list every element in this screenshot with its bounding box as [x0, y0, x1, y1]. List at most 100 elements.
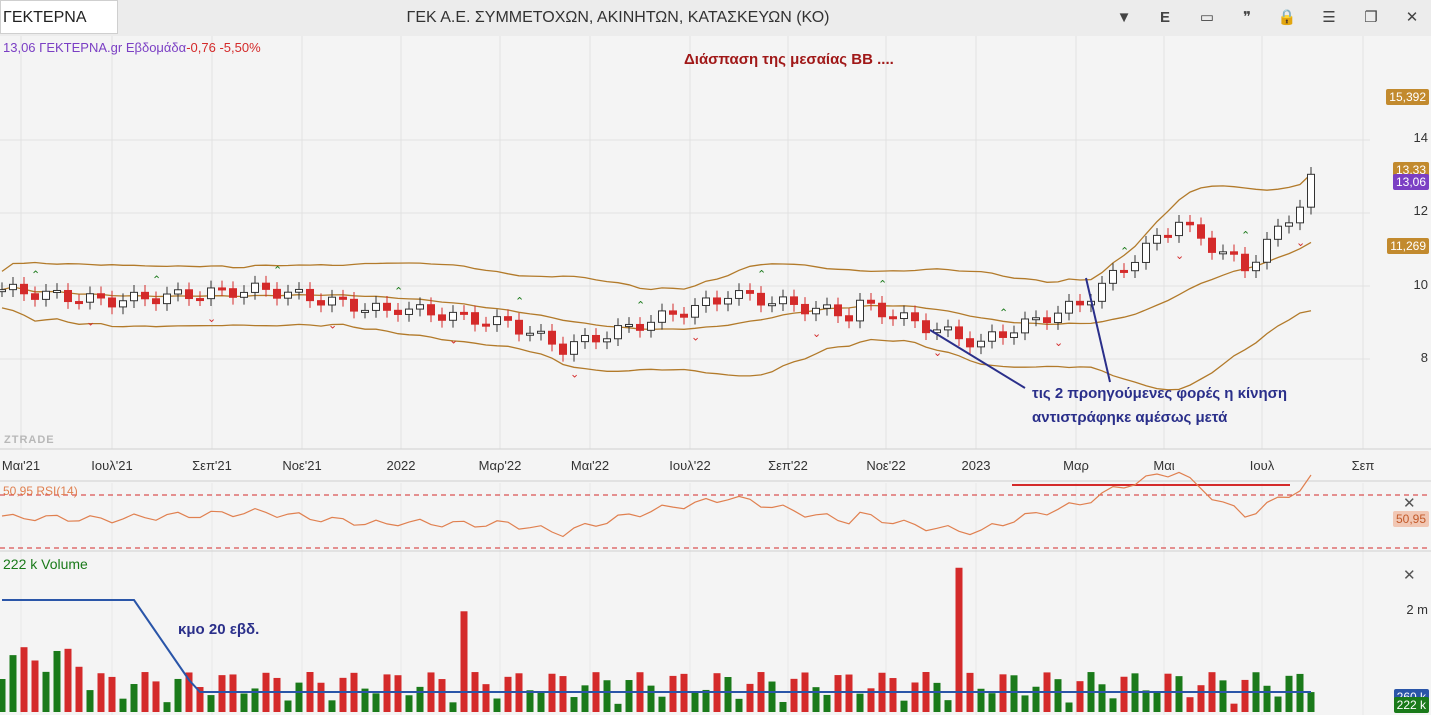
sell-signal-icon: ⌄	[207, 312, 216, 325]
volume-bar	[790, 678, 798, 712]
time-label: Μαι'21	[1, 458, 41, 473]
candle	[548, 330, 556, 345]
volume-bar	[361, 688, 369, 712]
candle	[702, 297, 710, 306]
candle	[1076, 300, 1084, 306]
upper-band-label: 15,392	[1386, 89, 1429, 105]
volume-bar	[735, 698, 743, 712]
candle	[130, 291, 138, 302]
candle	[405, 308, 413, 315]
volume-bar	[889, 678, 897, 712]
candle	[988, 331, 996, 342]
candle	[845, 315, 853, 322]
volume-legend: 222 k Volume	[3, 556, 88, 572]
dropdown-icon[interactable]: ▼	[1116, 9, 1132, 26]
restore-icon[interactable]: ❐	[1364, 9, 1378, 26]
volume-bar	[647, 685, 655, 712]
volume-bar	[1021, 695, 1029, 712]
candle	[713, 297, 721, 305]
rsi-close-icon[interactable]: ✕	[1403, 495, 1416, 512]
candle	[218, 287, 226, 291]
volume-bar	[108, 676, 116, 712]
candle	[229, 288, 237, 298]
volume-bar	[1098, 684, 1106, 712]
candle	[1032, 317, 1040, 321]
sell-signal-icon: ⌄	[1054, 336, 1063, 349]
volume-bar	[1263, 685, 1271, 712]
volume-bar	[339, 677, 347, 712]
last-price-label: 13,06	[1392, 174, 1429, 190]
candle	[1241, 253, 1249, 272]
rsi-value-label: 50,95	[1392, 511, 1429, 527]
volume-bar	[570, 697, 578, 712]
candle	[152, 298, 160, 305]
sell-signal-icon: ⌄	[1175, 249, 1184, 262]
save-icon[interactable]: ▭	[1199, 9, 1215, 26]
sell-signal-icon: ⌄	[328, 318, 337, 331]
buy-signal-icon: ⌃	[878, 278, 887, 291]
candle	[790, 296, 798, 305]
candle	[922, 320, 930, 334]
volume-bar	[1230, 703, 1238, 712]
upper-band	[1, 173, 1312, 291]
e-button[interactable]: E	[1159, 9, 1170, 26]
volume-bar	[768, 681, 776, 712]
price-tick-8: 8	[1420, 350, 1428, 365]
candle	[339, 296, 347, 300]
volume-bar	[1109, 698, 1117, 712]
volume-bar	[229, 674, 237, 712]
quote-icon[interactable]: ❞	[1242, 9, 1252, 26]
candle	[636, 323, 644, 331]
volume-bar	[988, 693, 996, 712]
symbol-input[interactable]: ΓΕΚΤΕΡΝΑ	[0, 0, 118, 34]
menu-icon[interactable]: ☰	[1322, 9, 1336, 26]
buy-signal-icon: ⌃	[1241, 229, 1250, 242]
volume-bar	[295, 682, 303, 712]
volume-bar	[658, 696, 666, 712]
volume-bar	[933, 682, 941, 712]
candle	[1131, 261, 1139, 272]
close-icon[interactable]: ✕	[1405, 9, 1419, 26]
lock-icon[interactable]: 🔒	[1277, 9, 1297, 26]
candle	[1153, 234, 1161, 244]
candle	[834, 304, 842, 317]
candle	[251, 282, 259, 293]
candle	[1043, 317, 1051, 324]
candle	[779, 296, 787, 305]
volume-bar	[119, 698, 127, 712]
volume-bar	[317, 682, 325, 712]
candle	[889, 316, 897, 320]
volume-bar	[152, 681, 160, 712]
volume-bar	[834, 675, 842, 712]
volume-bar	[977, 688, 985, 712]
volume-bar	[691, 691, 699, 712]
candle	[999, 331, 1007, 338]
price-chart[interactable]: ⌃ ⌄ ⌃ ⌄ ⌃ ⌄ ⌃ ⌄ ⌃ ⌄ ⌃ ⌄ ⌃ ⌄ ⌃ ⌄ ⌃ ⌄ ⌃ ⌄ ⌃ ⌄	[0, 36, 1431, 715]
volume-bar	[1175, 676, 1183, 712]
note-arrow	[929, 329, 1026, 389]
candle	[0, 289, 6, 293]
candle	[427, 304, 435, 316]
legend-change-pct: -5,50%	[219, 40, 261, 55]
volume-bar	[86, 690, 94, 712]
candle	[53, 289, 61, 293]
volume-annotation: κμο 20 εβδ.	[178, 621, 260, 638]
candle	[1208, 237, 1216, 253]
candle	[570, 341, 578, 355]
volume-bar	[9, 655, 17, 712]
legend-price: 13,06	[3, 40, 36, 55]
legend-period: Εβδομάδα	[125, 40, 187, 55]
volume-close-icon[interactable]: ✕	[1403, 567, 1416, 584]
candle	[625, 323, 633, 327]
volume-bar	[163, 702, 171, 712]
candle	[141, 291, 149, 300]
volume-bar	[944, 700, 952, 712]
candle	[1252, 261, 1260, 272]
buy-signal-icon: ⌃	[31, 268, 40, 281]
candle	[449, 311, 457, 321]
candle	[64, 289, 72, 303]
candle	[878, 302, 886, 318]
buy-signal-icon: ⌃	[1120, 245, 1129, 258]
candle	[42, 290, 50, 300]
candle	[911, 312, 919, 322]
